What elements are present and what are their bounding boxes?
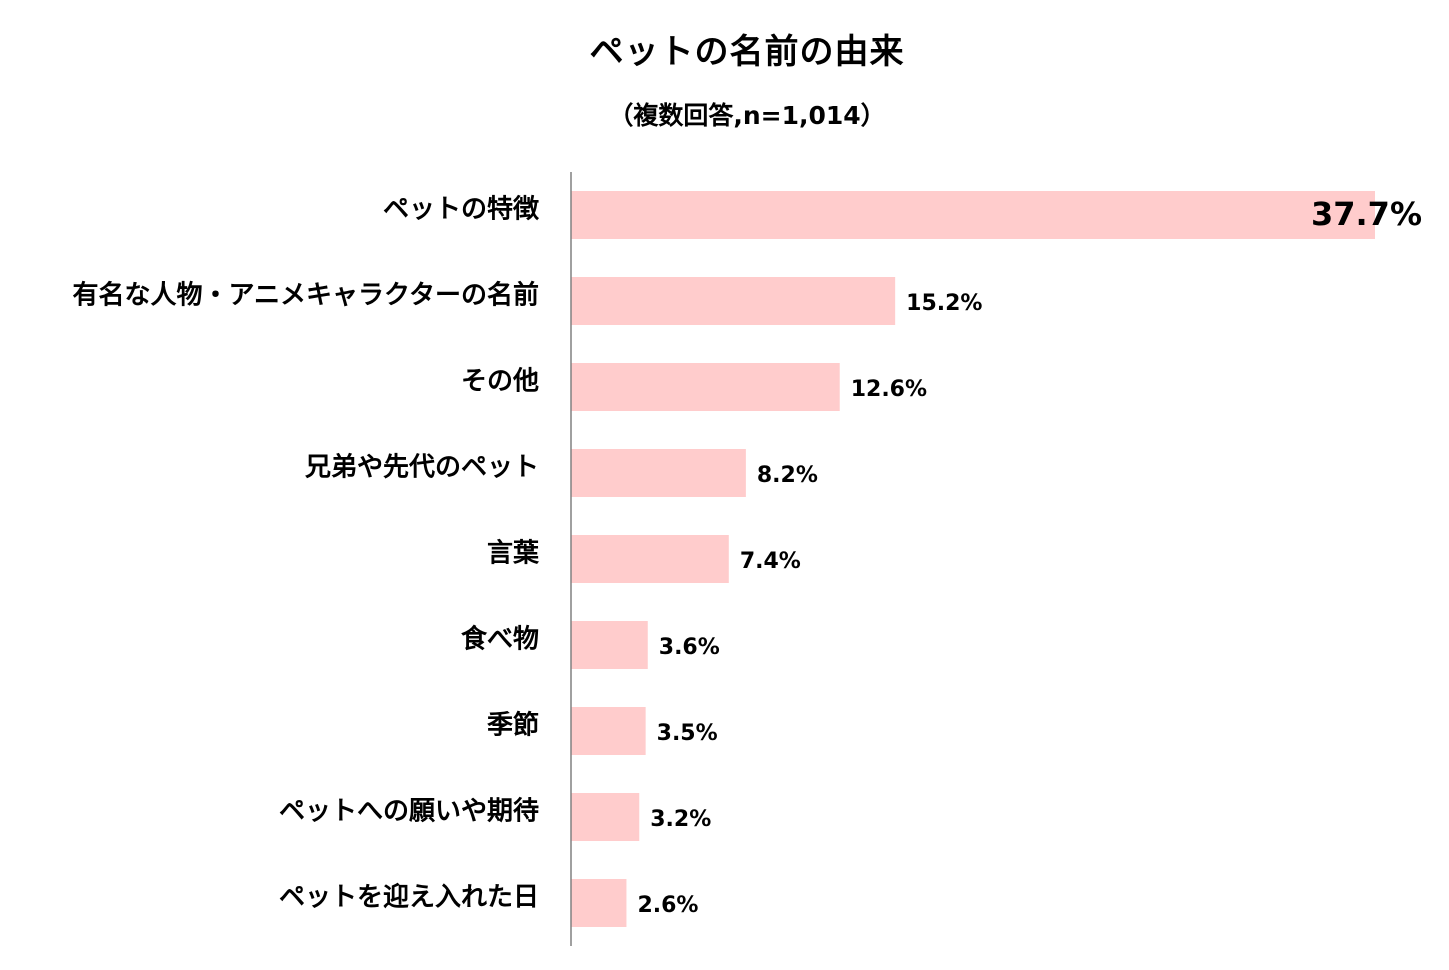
bar (571, 277, 896, 325)
category-label: 食べ物 (461, 624, 539, 655)
category-label: 有名な人物・アニメキャラクターの名前 (73, 280, 539, 311)
chart-title: ペットの名前の由来 (589, 32, 905, 72)
bar (571, 191, 1375, 239)
category-label: ペットを迎え入れた日 (279, 882, 539, 913)
value-label: 7.4% (740, 549, 801, 574)
chart-subtitle: （複数回答,n=1,014） (608, 101, 886, 130)
category-label: 季節 (487, 710, 539, 741)
bar (571, 707, 646, 755)
bar (571, 449, 746, 497)
bar (571, 621, 648, 669)
category-label: ペットへの願いや期待 (279, 797, 539, 827)
bar (571, 793, 640, 841)
value-label: 3.6% (659, 635, 720, 660)
category-labels-group: ペットの特徴有名な人物・アニメキャラクターの名前その他兄弟や先代のペット言葉食べ… (73, 194, 540, 913)
value-label: 2.6% (637, 893, 698, 918)
value-label: 3.5% (657, 721, 718, 746)
bar (571, 879, 627, 927)
value-label: 8.2% (757, 463, 818, 488)
category-label: 兄弟や先代のペット (305, 453, 539, 483)
value-label: 3.2% (650, 807, 711, 832)
bars-group (571, 191, 1375, 927)
value-labels-group: 37.7% 15.2% 12.6% 8.2% 7.4% 3.6% 3.5% 3.2% 2.6% (637, 195, 1422, 918)
value-label: 15.2% (906, 291, 982, 316)
bar (571, 363, 840, 411)
bar (571, 535, 729, 583)
category-label: ペットの特徴 (383, 194, 540, 225)
category-label: 言葉 (487, 539, 540, 569)
category-label: その他 (461, 367, 539, 397)
value-label: 37.7% (1311, 195, 1422, 233)
value-label: 12.6% (851, 377, 927, 402)
